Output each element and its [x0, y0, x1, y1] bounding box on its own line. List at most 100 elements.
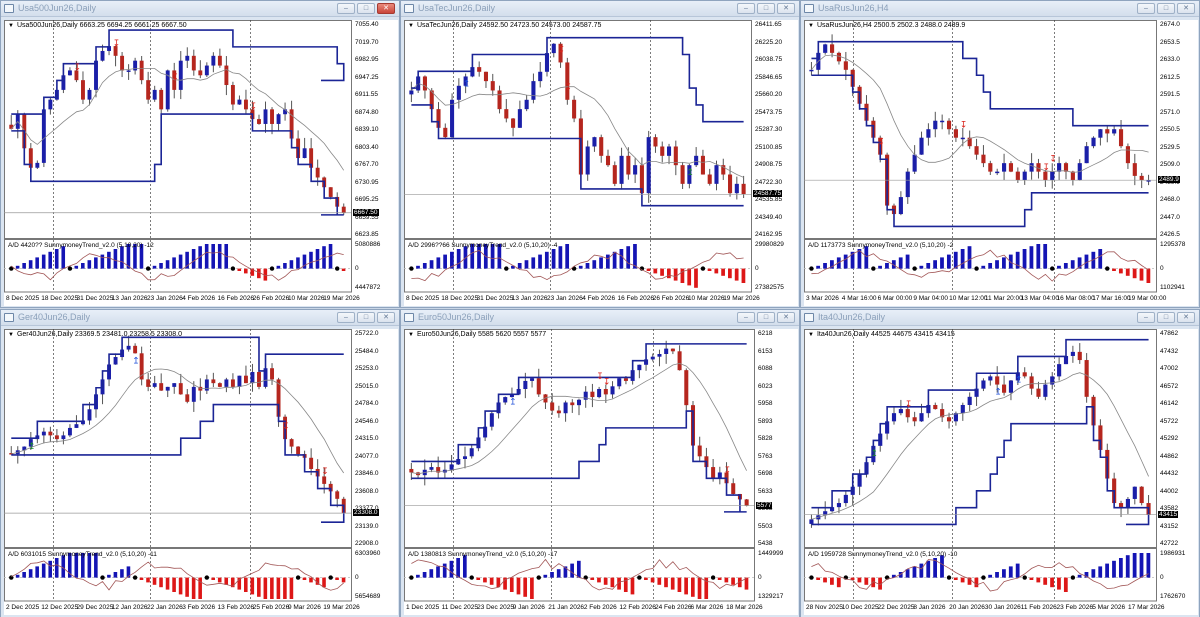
sell-arrow-icon: ↧ [1042, 163, 1050, 173]
minimize-icon[interactable]: – [1137, 312, 1155, 323]
close-icon[interactable]: ✕ [1177, 3, 1195, 14]
chart-canvas[interactable]: ↧ ↧ ↧ ↧ ▼ Usa500Jun26,Daily 6663.25 6694.25 6… [4, 20, 398, 306]
chart-plot: ↥↧↧↧ [404, 329, 755, 602]
chart-window-4[interactable]: Ger40Jun26,Daily – □ ✕ ↧ ↥ ↥ ↧ ▼ Ger40Jun26,Daily… [0, 309, 400, 617]
time-axis-label: 11 Mar 20:00 [984, 295, 1023, 302]
maximize-icon[interactable]: □ [1157, 3, 1175, 14]
time-axis-label: 4 Feb 2026 [582, 295, 616, 302]
close-icon[interactable]: ✕ [377, 3, 395, 14]
time-axis-label: 4 Mar 16:00 [841, 295, 877, 302]
sell-arrow-icon: ↧ [603, 377, 611, 387]
window-controls: – □ ✕ [737, 312, 795, 323]
chart-canvas[interactable]: ↧ ↥ ↥ ↧ ▼ Ger40Jun26,Daily 23369.5 23481.0 23… [4, 329, 398, 615]
window-titlebar[interactable]: Ita40Jun26,Daily – □ ✕ [801, 310, 1199, 326]
time-axis-label: 8 Dec 2025 [406, 295, 440, 302]
indicator-axis-label: 6303960 [355, 550, 381, 557]
window-title: Ger40Jun26,Daily [18, 312, 91, 322]
indicator-axis-label: 5080886 [355, 241, 381, 248]
window-titlebar[interactable]: Ger40Jun26,Daily – □ ✕ [1, 310, 399, 326]
price-axis-label: 42722 [1160, 540, 1179, 547]
price-axis-label: 24722.30 [755, 178, 783, 186]
maximize-icon[interactable]: □ [357, 312, 375, 323]
sell-arrow-icon: ↧ [73, 63, 81, 73]
minimize-icon[interactable]: – [737, 312, 755, 323]
minimize-icon[interactable]: – [337, 312, 355, 323]
window-titlebar[interactable]: Usa500Jun26,Daily – □ ✕ [1, 1, 399, 17]
chart-canvas[interactable]: ↧ ↥ ↥ ↧ ▼ UsaTecJun26,Daily 24592.50 24723.50… [404, 20, 798, 306]
dropdown-triangle-icon[interactable]: ▼ [808, 332, 814, 338]
chart-canvas[interactable]: ↥ ↥ ↥ ↧ ▼ Ita40Jun26,Daily 44525 44675 43415 … [804, 329, 1198, 615]
chart-window-icon [804, 313, 814, 322]
time-axis-label: 6 Mar 00:00 [877, 295, 913, 302]
chart-window-5[interactable]: Euro50Jun26,Daily – □ ✕ ↥ ↧ ↧ ↧ ▼ Euro50Jun26,Dai… [400, 309, 800, 617]
window-titlebar[interactable]: UsaTecJun26,Daily – □ ✕ [401, 1, 799, 17]
chart-plot: ↧ ↧ ↧ ↧ [4, 20, 352, 293]
price-axis-label: 2468.0 [1160, 196, 1180, 203]
maximize-icon[interactable]: □ [1157, 312, 1175, 323]
chart-window-6[interactable]: Ita40Jun26,Daily – □ ✕ ↥ ↥ ↥ ↧ ▼ Ita40Jun26,Daily… [800, 309, 1200, 617]
chart-canvas[interactable]: ↥ ↧ ↧ ↧ ▼ Euro50Jun26,Daily 5585 5620 5557 55… [404, 329, 798, 615]
minimize-icon[interactable]: – [737, 3, 755, 14]
price-axis-label: 5438 [758, 540, 773, 547]
indicator-axis-label: 27382575 [755, 284, 784, 291]
price-axis-label: 25846.65 [755, 73, 783, 81]
chart-canvas[interactable]: ↧ ↧ ↧ ↧ ▼ UsaRusJun26,H4 2500.5 2502.3 2488.0… [804, 20, 1198, 306]
window-titlebar[interactable]: Euro50Jun26,Daily – □ ✕ [401, 310, 799, 326]
chart-window-3[interactable]: UsaRusJun26,H4– □ ✕ ↧ ↧ ↧ ↧ ▼ UsaRusJun26,H4 250… [800, 0, 1200, 308]
window-title: Ita40Jun26,Daily [818, 312, 886, 322]
price-axis-label: 2633.0 [1160, 56, 1180, 63]
time-axis-label: 16 Mar 08:00 [1056, 295, 1095, 302]
last-price-tag: 24587.75 [753, 190, 783, 198]
time-axis-label: 24 Feb 2026 [654, 604, 692, 611]
close-icon[interactable]: ✕ [377, 312, 395, 323]
time-axis-label: 6 Mar 2026 [690, 604, 724, 611]
price-axis-label: 2447.0 [1160, 213, 1180, 221]
indicator-axis-label: 4447872 [355, 284, 381, 291]
window-controls: – □ ✕ [337, 312, 395, 323]
last-price-tag: 5577 [756, 501, 773, 509]
chart-window-1[interactable]: Usa500Jun26,Daily – □ ✕ ↧ ↧ ↧ ↧ ▼ Usa500Jun26,Dai… [0, 0, 400, 308]
window-titlebar[interactable]: UsaRusJun26,H4 – □ ✕ [801, 1, 1199, 17]
time-axis-label: 2 Dec 2025 [6, 604, 40, 611]
dropdown-triangle-icon[interactable]: ▼ [808, 23, 814, 29]
price-axis-label: 5893 [758, 417, 773, 425]
maximize-icon[interactable]: □ [757, 312, 775, 323]
price-axis-label: 45722 [1160, 417, 1179, 425]
indicator-info: A/D 1380813 SunnymoneyTrend_v2.0 (5,10,2… [408, 551, 558, 558]
ohlc-text: UsaRusJun26,H4 2500.5 2502.3 2488.0 2489… [816, 22, 966, 29]
indicator-axis-label: 1762670 [1160, 593, 1186, 600]
dropdown-triangle-icon[interactable]: ▼ [8, 332, 14, 338]
close-icon[interactable]: ✕ [777, 3, 795, 14]
chart-window-2[interactable]: UsaTecJun26,Daily – □ ✕ ↧ ↥ ↥ ↧ ▼ UsaTecJun26,Dai… [400, 0, 800, 308]
time-axis-label: 23 Jan 2026 [146, 295, 183, 302]
last-price-tag: 23308.0 [353, 509, 379, 517]
close-icon[interactable]: ✕ [1177, 312, 1195, 323]
price-axis-label: 26411.65 [755, 21, 782, 28]
price-axis-label: 6874.80 [355, 108, 379, 116]
minimize-icon[interactable]: – [337, 3, 355, 14]
window-controls: – □ ✕ [337, 3, 395, 14]
time-axis-label: 23 Dec 2025 [477, 604, 514, 611]
buy-arrow-icon: ↥ [1015, 375, 1023, 385]
ohlc-text: Euro50Jun26,Daily 5585 5620 5557 5577 [416, 331, 547, 338]
dropdown-triangle-icon[interactable]: ▼ [8, 23, 14, 29]
dropdown-triangle-icon[interactable]: ▼ [408, 332, 414, 338]
minimize-icon[interactable]: – [1137, 3, 1155, 14]
maximize-icon[interactable]: □ [757, 3, 775, 14]
window-title: UsaTecJun26,Daily [418, 3, 496, 13]
sell-arrow-icon: ↧ [282, 422, 290, 432]
window-title: Euro50Jun26,Daily [418, 312, 495, 322]
price-axis-label: 24315.0 [355, 435, 379, 442]
price-axis-label: 24077.0 [355, 452, 379, 460]
window-title: UsaRusJun26,H4 [818, 3, 889, 13]
dropdown-triangle-icon[interactable]: ▼ [408, 23, 414, 29]
close-icon[interactable]: ✕ [777, 312, 795, 323]
maximize-icon[interactable]: □ [357, 3, 375, 14]
price-axis-label: 6839.10 [355, 126, 379, 133]
sell-arrow-icon: ↧ [724, 466, 732, 476]
time-axis-label: 9 Jan 2026 [512, 604, 545, 611]
time-axis-label: 16 Feb 2026 [617, 295, 654, 302]
price-axis-label: 7019.70 [355, 38, 379, 46]
indicator-info: A/D 1173773 SunnymoneyTrend_v2.0 (5,10,2… [808, 242, 954, 249]
time-axis-label: 13 Mar 04:00 [1020, 295, 1059, 302]
